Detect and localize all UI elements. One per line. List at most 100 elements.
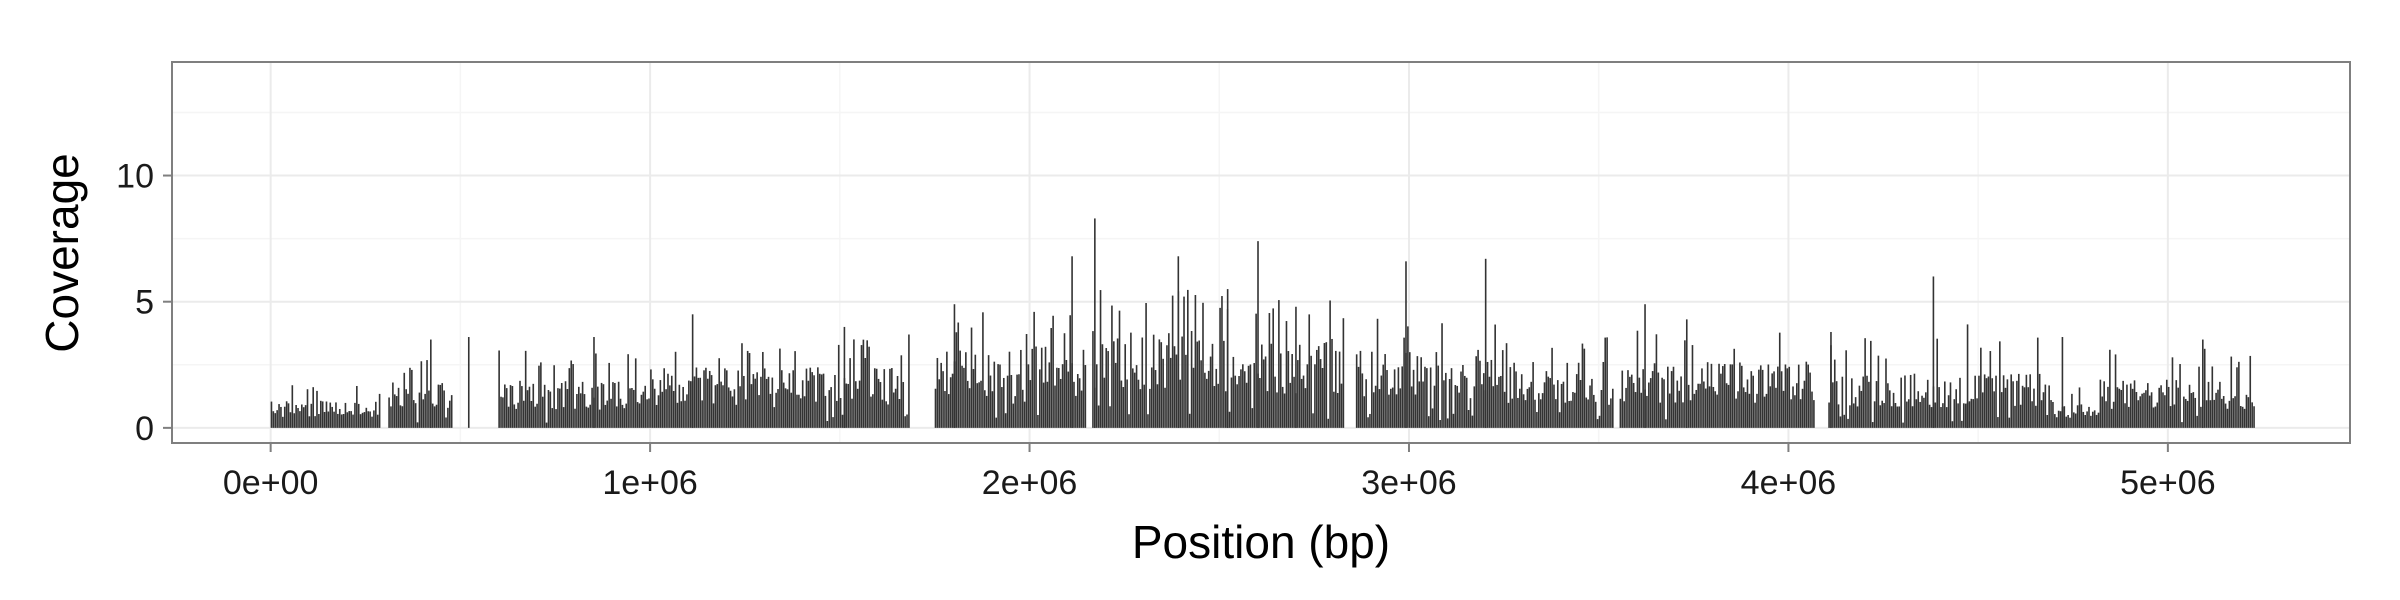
coverage-bar xyxy=(1792,386,1794,428)
coverage-bar xyxy=(572,364,574,428)
coverage-bar xyxy=(680,401,683,428)
coverage-bar xyxy=(1223,340,1225,428)
coverage-bar xyxy=(283,406,286,428)
coverage-bar xyxy=(769,393,772,428)
coverage-bar xyxy=(1716,394,1718,428)
coverage-bar xyxy=(615,406,618,428)
coverage-bar xyxy=(1128,414,1130,428)
coverage-bar xyxy=(1435,352,1438,428)
coverage-bar xyxy=(1268,313,1271,428)
coverage-bar xyxy=(974,354,977,428)
coverage-bar xyxy=(2014,405,2016,428)
coverage-bar xyxy=(830,387,832,428)
coverage-bar xyxy=(1706,362,1709,428)
coverage-bar xyxy=(570,360,573,428)
coverage-bar xyxy=(1634,392,1637,428)
coverage-bar xyxy=(676,402,679,428)
coverage-bar xyxy=(1509,367,1512,428)
coverage-bar xyxy=(371,416,373,428)
coverage-bar xyxy=(651,379,654,428)
coverage-bar xyxy=(443,390,445,428)
coverage-bar xyxy=(1852,403,1855,428)
coverage-bar xyxy=(1678,390,1680,428)
coverage-bar xyxy=(970,327,973,428)
coverage-bar xyxy=(1245,382,1248,428)
coverage-bar xyxy=(1380,375,1383,428)
coverage-bar xyxy=(856,388,859,428)
coverage-bar xyxy=(2183,396,2185,428)
coverage-bar xyxy=(1537,393,1540,428)
coverage-bar xyxy=(547,389,550,428)
coverage-bar xyxy=(944,391,946,428)
coverage-bar xyxy=(2179,364,2181,428)
coverage-bar xyxy=(576,394,578,428)
coverage-bar xyxy=(644,385,647,428)
coverage-bar xyxy=(447,407,449,428)
coverage-bar xyxy=(805,368,808,428)
coverage-bar xyxy=(1638,377,1641,428)
coverage-bar xyxy=(2073,412,2075,428)
coverage-bar xyxy=(1532,362,1534,428)
coverage-bar xyxy=(1630,374,1633,428)
coverage-bar xyxy=(1044,346,1047,428)
coverage-bar xyxy=(2169,406,2172,428)
coverage-bar xyxy=(1835,381,1838,428)
coverage-bar xyxy=(1228,411,1231,428)
coverage-bar xyxy=(304,405,307,428)
coverage-bar xyxy=(1008,351,1011,428)
coverage-bar xyxy=(2044,384,2047,428)
coverage-bar xyxy=(1001,387,1003,428)
coverage-bar xyxy=(1291,354,1293,428)
coverage-bar xyxy=(1340,383,1343,428)
coverage-bar xyxy=(853,339,855,428)
coverage-bar xyxy=(498,350,500,428)
coverage-bar xyxy=(1703,381,1705,428)
coverage-bar xyxy=(1443,380,1445,428)
coverage-bar xyxy=(1012,403,1015,428)
coverage-spike-bar xyxy=(908,334,910,428)
coverage-bar xyxy=(1498,376,1500,428)
coverage-bar xyxy=(1317,346,1320,428)
coverage-bar xyxy=(1187,289,1189,428)
coverage-bar xyxy=(1365,379,1367,428)
coverage-bar xyxy=(1481,384,1483,428)
coverage-bar xyxy=(2031,401,2033,428)
coverage-bar xyxy=(1704,388,1707,428)
coverage-bar xyxy=(1120,380,1123,428)
coverage-bar xyxy=(820,374,823,428)
coverage-bar xyxy=(650,369,652,428)
coverage-bar xyxy=(2226,408,2229,428)
coverage-bar xyxy=(1553,384,1555,428)
coverage-bar xyxy=(1556,380,1559,428)
coverage-bar xyxy=(1864,338,1866,428)
coverage-bar xyxy=(1759,365,1762,428)
coverage-bar xyxy=(811,372,813,428)
coverage-bar xyxy=(2103,381,2105,428)
coverage-bar xyxy=(2247,397,2250,428)
coverage-bar xyxy=(678,384,681,428)
coverage-bar xyxy=(1693,393,1696,428)
coverage-bar xyxy=(1648,382,1650,428)
coverage-bar xyxy=(737,370,739,428)
coverage-bar xyxy=(982,312,984,428)
coverage-spike-bar xyxy=(691,314,694,428)
coverage-bar xyxy=(1122,387,1125,428)
coverage-bar xyxy=(1243,371,1246,428)
coverage-bar xyxy=(949,377,952,428)
coverage-bar xyxy=(1524,400,1527,428)
coverage-bar xyxy=(1697,383,1699,428)
coverage-bar xyxy=(1594,401,1597,428)
coverage-bar xyxy=(1065,359,1068,428)
coverage-bar xyxy=(437,384,440,428)
coverage-bar xyxy=(2035,405,2037,428)
coverage-bar xyxy=(1369,413,1371,428)
coverage-bar xyxy=(1080,390,1083,428)
coverage-bar xyxy=(1949,382,1952,428)
coverage-bar xyxy=(1997,417,1999,428)
coverage-bar xyxy=(583,394,586,428)
coverage-bar xyxy=(598,409,601,428)
coverage-bar xyxy=(1207,370,1210,428)
coverage-bar xyxy=(327,411,330,428)
coverage-bar xyxy=(2196,415,2198,428)
coverage-bar xyxy=(608,362,610,428)
